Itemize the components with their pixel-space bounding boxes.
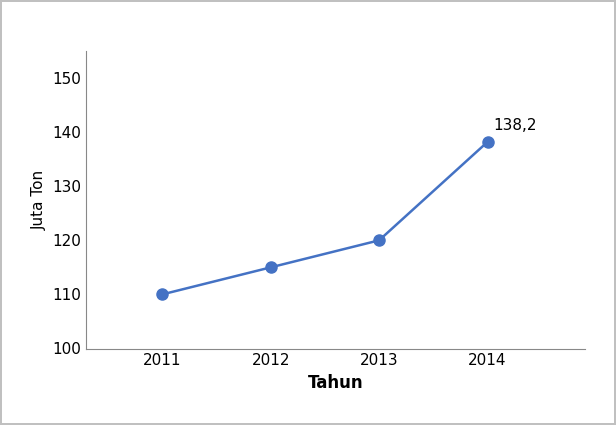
Text: 138,2: 138,2	[493, 118, 537, 133]
X-axis label: Tahun: Tahun	[308, 374, 363, 392]
Y-axis label: Juta Ton: Juta Ton	[32, 170, 47, 230]
